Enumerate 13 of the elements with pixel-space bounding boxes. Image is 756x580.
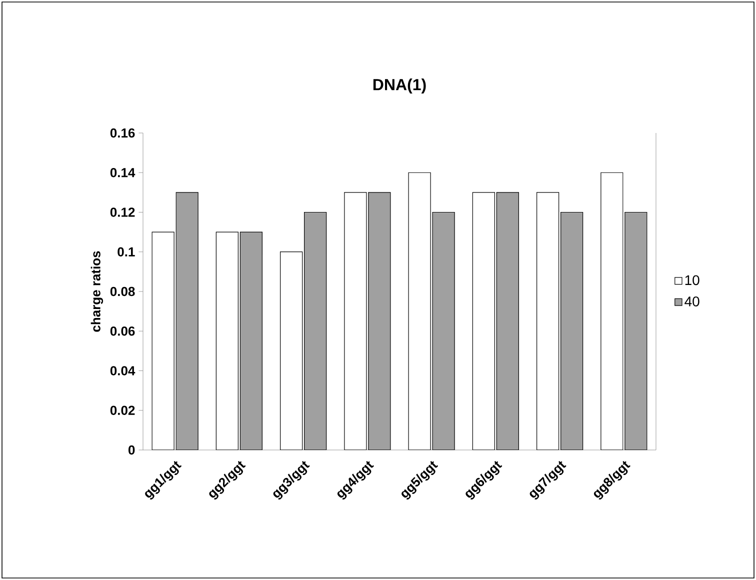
y-tick-label: 0.06 [110, 326, 135, 336]
legend-label: 10 [685, 275, 700, 286]
y-tick-label: 0 [128, 445, 135, 455]
y-tick-label: 0.12 [110, 208, 135, 217]
legend-label: 40 [684, 296, 700, 306]
y-tick-label: 0.04 [110, 366, 136, 376]
y-tick-label: 0.14 [110, 168, 136, 178]
y-tick-label: 0.1 [118, 247, 135, 256]
y-tick-label: 0.02 [110, 406, 135, 415]
chart-title: DNA(1) [373, 78, 426, 94]
y-tick-label: 0.16 [110, 128, 135, 138]
y-tick-label: 0.08 [110, 286, 135, 296]
y-axis-title: charge ratios [90, 251, 104, 332]
